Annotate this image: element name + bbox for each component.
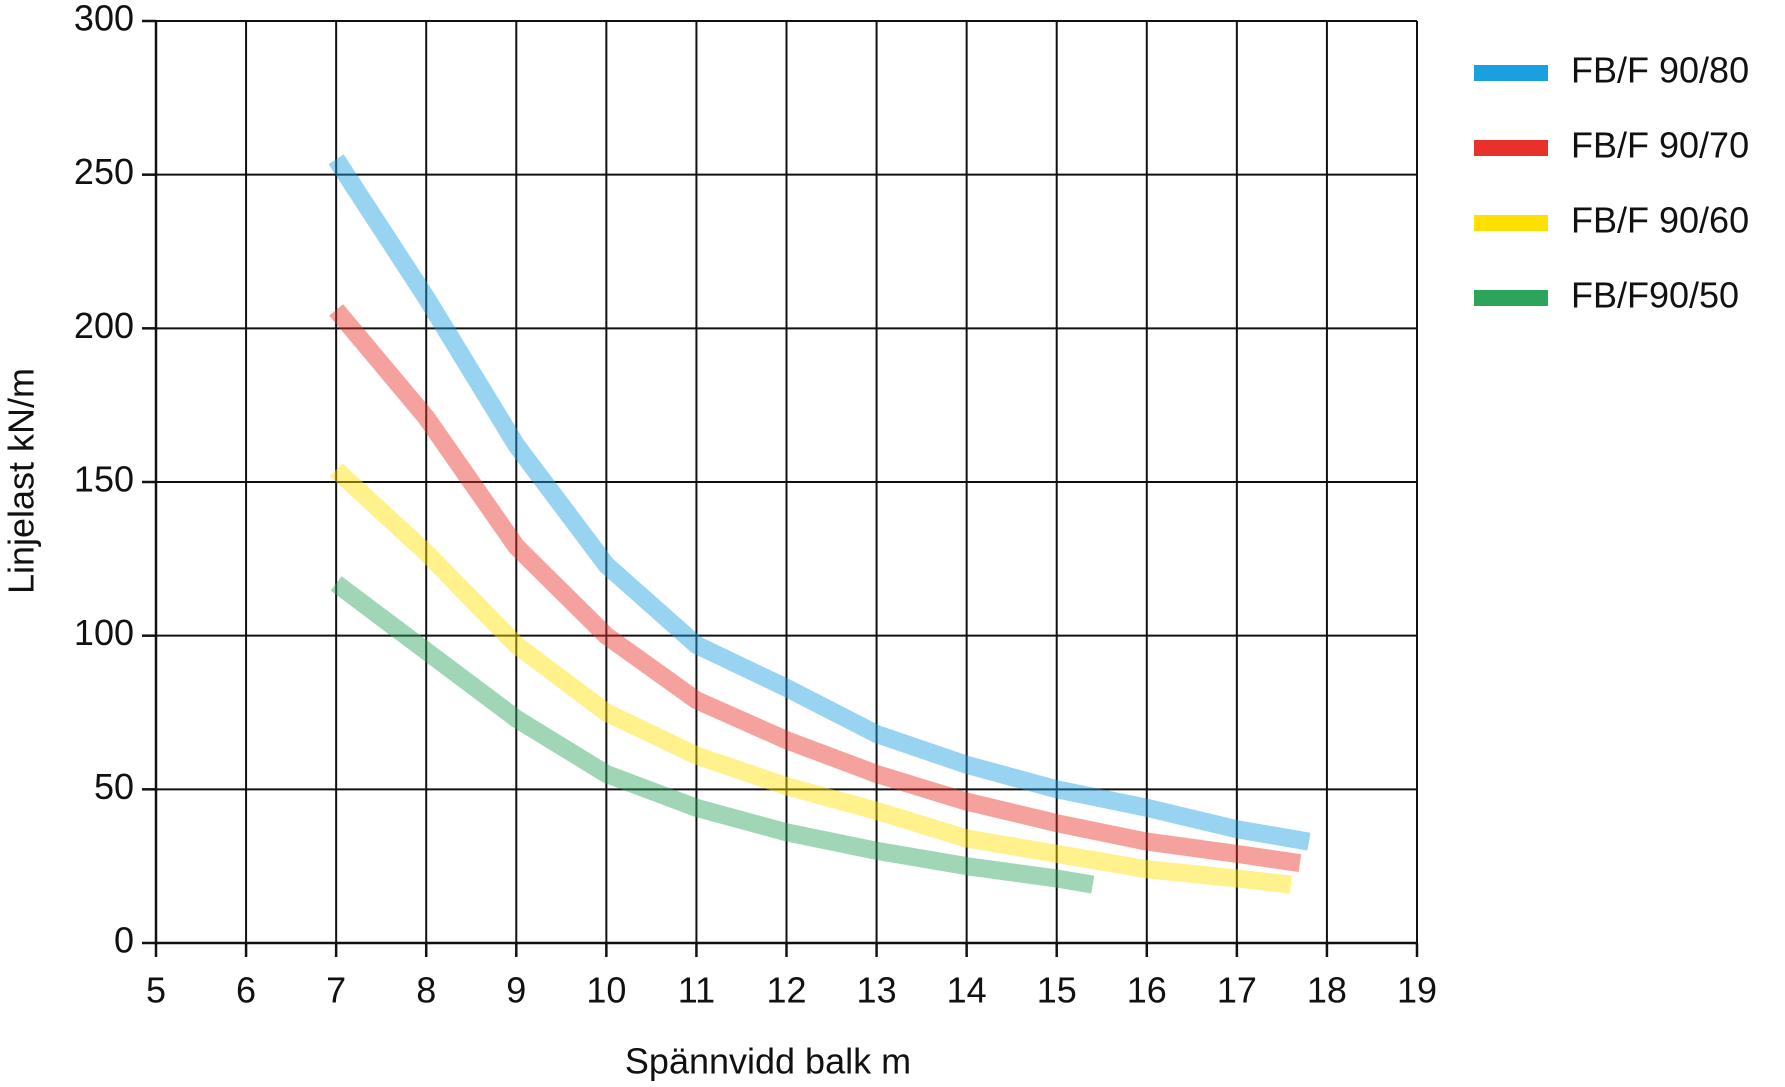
x-tick-label: 9 [506,970,526,1011]
x-tick-label: 13 [857,970,897,1011]
x-tick-label: 6 [236,970,256,1011]
x-tick-label: 19 [1397,970,1437,1011]
x-axis-label: Spännvidd balk m [625,1041,911,1082]
y-tick-label: 250 [74,151,134,192]
x-tick-label: 7 [326,970,346,1011]
line-series [328,154,1311,851]
x-tick-label: 11 [678,970,715,1011]
legend-label: FB/F 90/80 [1571,50,1749,91]
x-tick-label: 12 [766,970,806,1011]
x-tick-label: 16 [1127,970,1167,1011]
x-tick-label: 14 [947,970,987,1011]
line-series [330,576,1095,894]
y-tick-label: 150 [74,459,134,500]
legend-label: FB/F 90/60 [1571,200,1749,241]
x-tick-label: 15 [1037,970,1077,1011]
y-tick-label: 100 [74,612,134,653]
x-tick-label: 10 [586,970,626,1011]
y-tick-label: 200 [74,305,134,346]
x-tick-label: 17 [1217,970,1257,1011]
legend-label: FB/F 90/70 [1571,125,1749,166]
y-tick-label: 50 [94,766,134,807]
x-tick-label: 5 [146,970,166,1011]
line-series [330,463,1292,894]
legend-label: FB/F90/50 [1571,275,1739,316]
line-series [329,304,1302,872]
x-tick-label: 8 [416,970,436,1011]
y-tick-label: 300 [74,0,134,39]
y-tick-label: 0 [114,920,134,961]
x-tick-label: 18 [1307,970,1347,1011]
y-axis-label: Linjelast kN/m [1,368,42,594]
